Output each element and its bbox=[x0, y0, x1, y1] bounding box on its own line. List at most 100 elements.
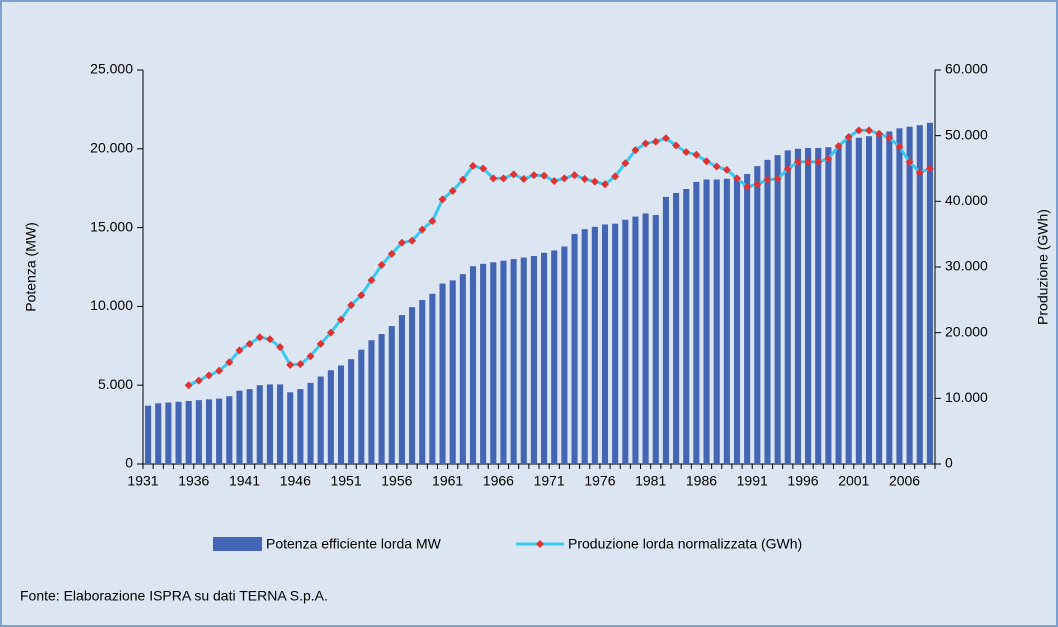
marker bbox=[286, 360, 295, 369]
marker bbox=[184, 381, 193, 390]
marker bbox=[915, 168, 924, 177]
bar bbox=[805, 148, 812, 464]
bar bbox=[815, 148, 822, 464]
y2-tick-label: 0 bbox=[945, 455, 953, 471]
x-tick-label: 1991 bbox=[737, 473, 768, 489]
bar bbox=[195, 400, 202, 464]
marker bbox=[743, 182, 752, 191]
bar bbox=[449, 280, 456, 464]
y-axis-label: Potenza (MW) bbox=[23, 222, 39, 311]
marker bbox=[469, 161, 477, 170]
y-tick-label: 5.000 bbox=[98, 376, 133, 392]
bar bbox=[297, 389, 304, 464]
bar bbox=[500, 260, 507, 464]
marker bbox=[580, 175, 589, 184]
bar bbox=[226, 396, 233, 464]
bar bbox=[469, 266, 477, 464]
marker bbox=[265, 335, 274, 344]
marker bbox=[397, 238, 406, 247]
marker bbox=[631, 146, 640, 155]
marker bbox=[276, 343, 285, 352]
y-tick-label: 10.000 bbox=[90, 297, 133, 313]
marker bbox=[194, 376, 203, 385]
bar bbox=[581, 229, 588, 464]
bar bbox=[886, 131, 893, 465]
marker bbox=[641, 139, 650, 148]
marker bbox=[570, 171, 579, 180]
marker bbox=[925, 164, 934, 173]
bar bbox=[784, 150, 791, 464]
bar bbox=[429, 293, 436, 464]
marker bbox=[235, 346, 244, 355]
bar bbox=[388, 326, 395, 464]
bar bbox=[256, 385, 263, 464]
bar bbox=[561, 246, 568, 464]
x-tick-label: 1961 bbox=[432, 473, 463, 489]
y2-tick-label: 50.000 bbox=[945, 126, 988, 142]
bar bbox=[673, 192, 680, 465]
marker bbox=[804, 157, 813, 166]
bar bbox=[622, 219, 629, 464]
bar bbox=[835, 144, 842, 465]
x-tick-label: 1941 bbox=[229, 473, 260, 489]
legend-swatch bbox=[213, 537, 262, 551]
y-tick-label: 0 bbox=[125, 455, 133, 471]
marker bbox=[519, 175, 528, 184]
bar bbox=[794, 148, 801, 465]
bar bbox=[510, 259, 517, 464]
marker bbox=[296, 360, 305, 369]
marker bbox=[834, 142, 843, 151]
bar bbox=[774, 155, 781, 464]
bar bbox=[409, 307, 416, 464]
x-tick-label: 1951 bbox=[330, 473, 361, 489]
x-tick-label: 2006 bbox=[889, 473, 920, 489]
bar bbox=[865, 136, 873, 464]
bar bbox=[277, 384, 284, 464]
marker bbox=[316, 339, 325, 348]
marker bbox=[418, 225, 427, 234]
bar bbox=[185, 400, 192, 464]
bar bbox=[693, 181, 700, 464]
bar bbox=[216, 398, 223, 464]
bar bbox=[317, 376, 324, 464]
marker bbox=[438, 195, 447, 204]
bar bbox=[368, 340, 375, 464]
marker bbox=[722, 165, 731, 174]
bar bbox=[733, 177, 741, 464]
marker bbox=[753, 180, 762, 189]
bar bbox=[551, 250, 558, 464]
bar bbox=[439, 283, 446, 464]
marker bbox=[255, 333, 264, 342]
bar bbox=[541, 252, 548, 464]
marker bbox=[814, 157, 823, 166]
marker bbox=[550, 176, 559, 185]
bar bbox=[530, 255, 537, 464]
bar bbox=[703, 179, 710, 465]
marker bbox=[458, 175, 467, 184]
marker bbox=[479, 164, 488, 173]
x-tick-label: 1931 bbox=[127, 473, 158, 489]
marker bbox=[844, 132, 853, 141]
marker bbox=[682, 148, 691, 157]
y2-tick-label: 30.000 bbox=[945, 258, 988, 274]
legend-marker bbox=[536, 540, 544, 548]
x-tick-label: 1971 bbox=[534, 473, 565, 489]
bar bbox=[358, 349, 365, 464]
marker bbox=[306, 352, 315, 361]
bar bbox=[205, 399, 213, 464]
bar bbox=[246, 389, 253, 464]
marker bbox=[672, 141, 681, 150]
marker bbox=[793, 157, 802, 166]
legend-label: Potenza efficiente lorda MW bbox=[266, 536, 442, 552]
marker bbox=[783, 165, 792, 174]
marker bbox=[560, 174, 569, 183]
x-tick-label: 1966 bbox=[483, 473, 514, 489]
marker bbox=[428, 217, 437, 226]
x-tick-label: 1956 bbox=[381, 473, 412, 489]
x-tick-label: 1996 bbox=[787, 473, 818, 489]
bar bbox=[571, 233, 578, 464]
bar bbox=[825, 147, 832, 464]
x-ticks bbox=[142, 464, 936, 469]
marker bbox=[773, 175, 782, 184]
